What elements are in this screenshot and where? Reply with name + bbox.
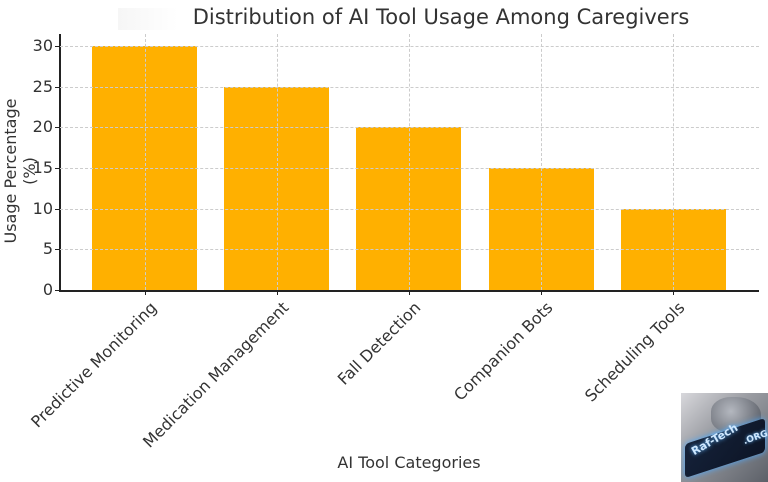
gridline-vertical [276,34,278,290]
chart-title: Distribution of AI Tool Usage Among Care… [192,5,690,29]
gridline-horizontal [60,86,759,88]
x-tick-mark [541,291,543,295]
y-tick-mark [55,86,59,88]
y-tick-mark [55,208,59,210]
x-tick-mark [673,291,675,295]
x-tick-mark [144,291,146,295]
y-tick-mark [55,127,59,129]
y-tick-mark [55,46,59,48]
x-tick-mark [408,291,410,295]
gridline-horizontal [60,46,759,48]
title-fade [118,8,178,30]
gridline-vertical [541,34,543,290]
gridline-horizontal [60,168,759,170]
y-tick-mark [55,168,59,170]
x-axis-label: AI Tool Categories [337,453,481,472]
y-tick-label: 0 [42,280,53,299]
plot-area [60,34,759,290]
y-axis-spine [59,34,61,291]
y-tick-label: 5 [42,239,53,259]
x-axis-spine [59,290,759,292]
watermark-logo: Raf-Tech .ORG [681,393,768,482]
y-tick-label: 20 [32,117,53,137]
gridline-horizontal [60,127,759,129]
y-tick-label: 15 [32,158,53,178]
gridline-vertical [673,34,675,290]
gridline-horizontal [60,208,759,210]
gridline-horizontal [60,249,759,251]
gridline-vertical [408,34,410,290]
x-tick-mark [276,291,278,295]
y-tick-mark [55,249,59,251]
y-tick-label: 30 [32,36,53,56]
y-tick-label: 10 [32,198,53,218]
y-tick-label: 25 [32,76,53,96]
gridline-vertical [144,34,146,290]
y-tick-mark [55,290,59,291]
